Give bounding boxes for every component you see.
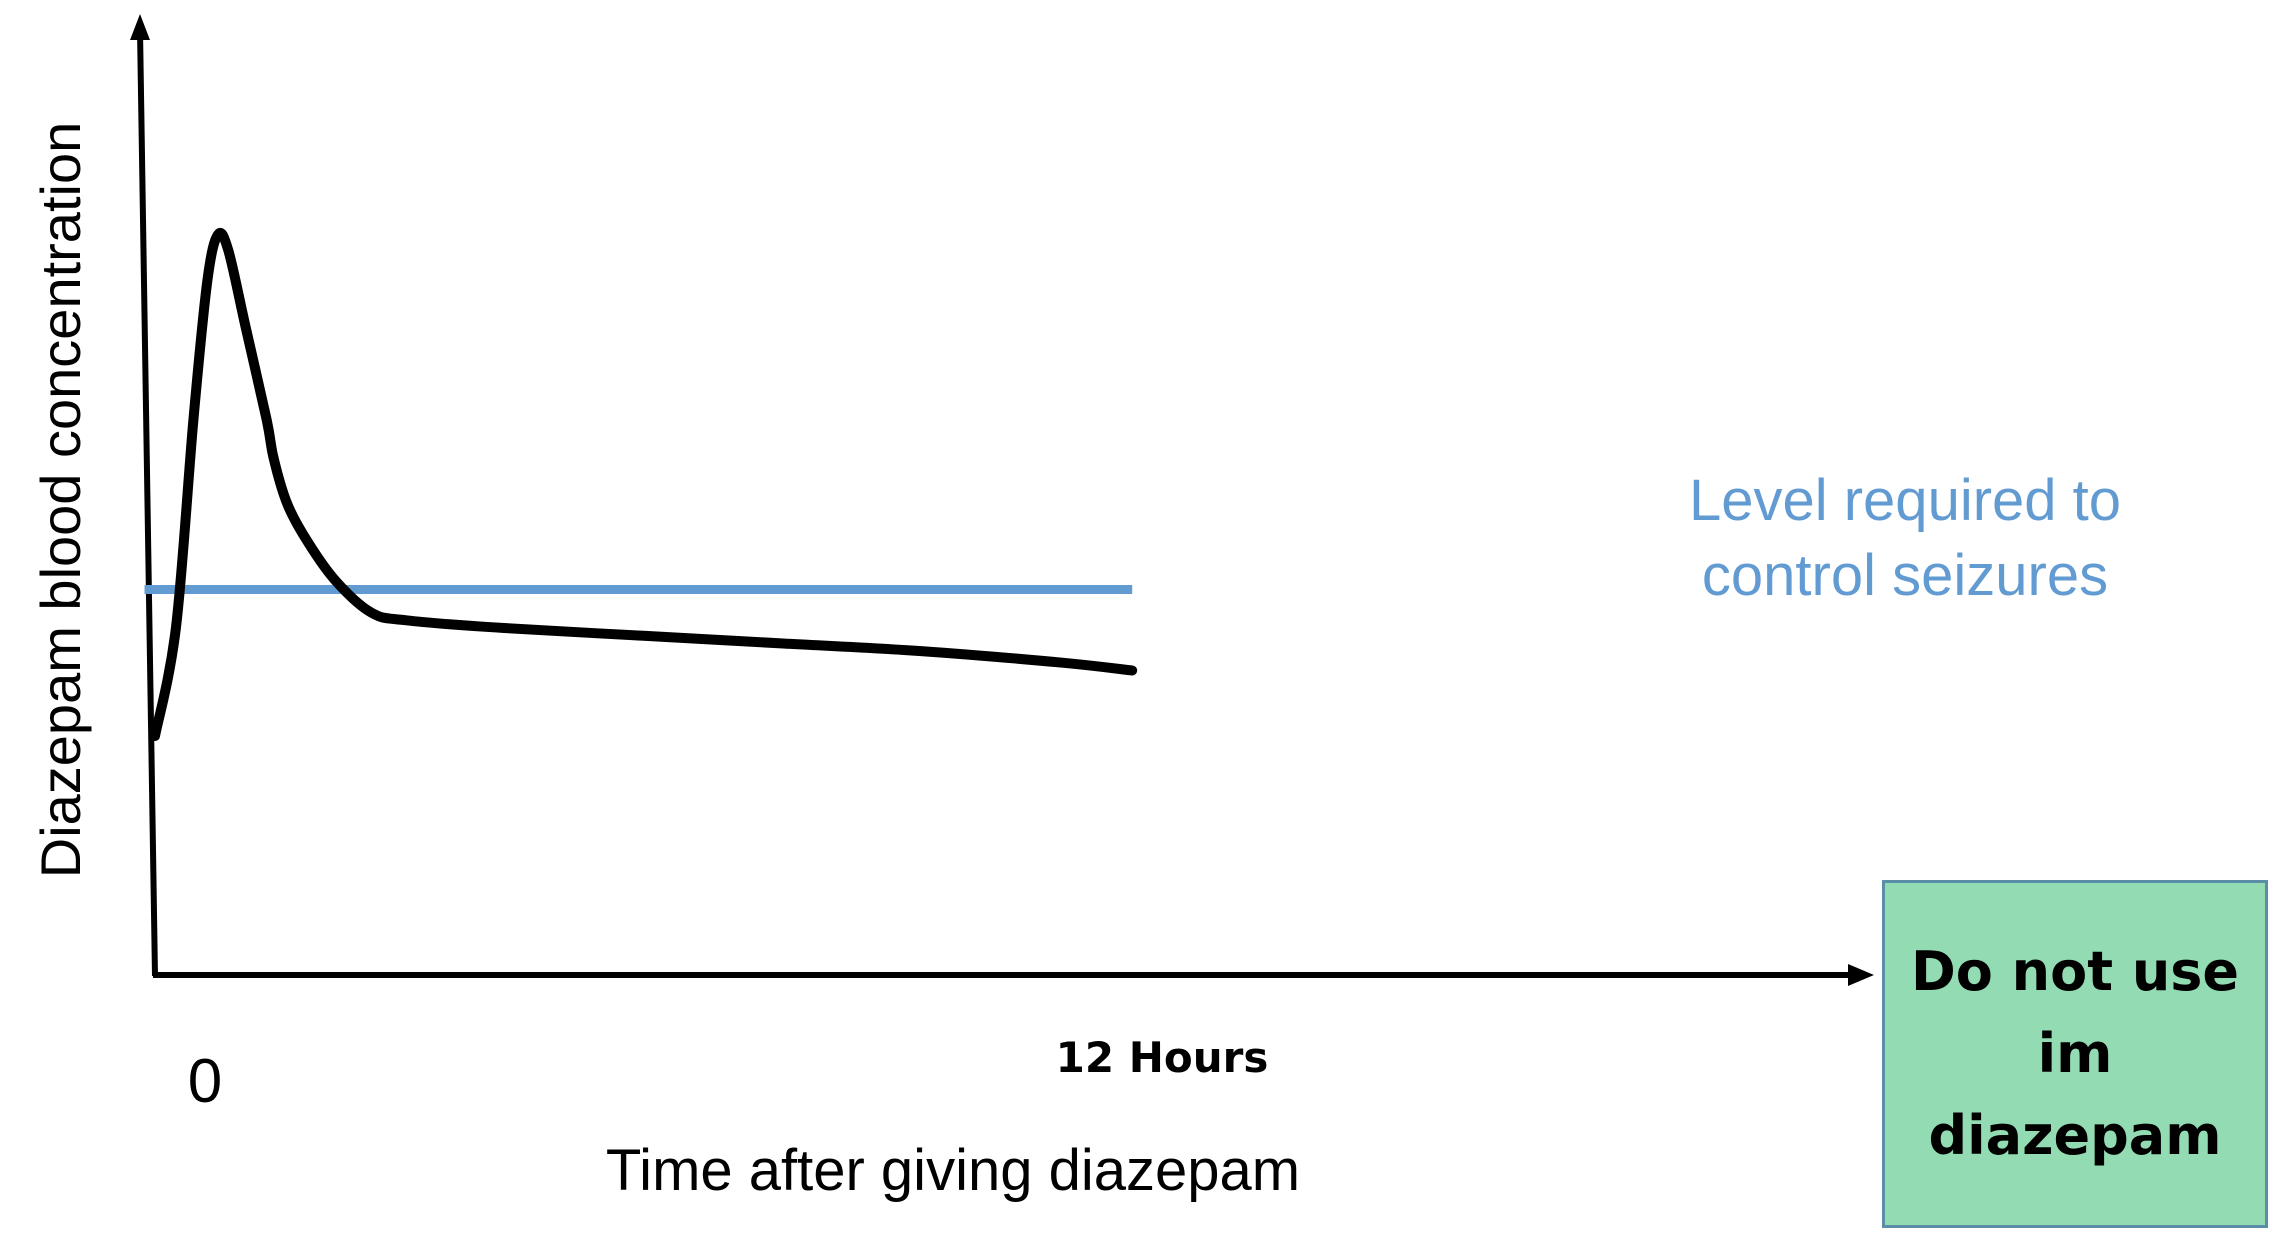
- x-tick-label-0: 0: [188, 1047, 222, 1116]
- warning-note-text: Do not use im diazepam: [1905, 931, 2245, 1177]
- warning-note-line-1: Do not use: [1910, 940, 2240, 1003]
- warning-note-box: Do not use im diazepam: [1882, 880, 2268, 1228]
- reference-line-label-line-2: control seizures: [1702, 543, 2108, 608]
- reference-line-label: Level required to control seizures: [1689, 468, 2121, 608]
- x-tick-label-12: 12 Hours: [1056, 1033, 1269, 1082]
- y-axis: [137, 29, 158, 977]
- warning-note-line-3: diazepam: [1928, 1104, 2222, 1167]
- y-axis-label: Diazepam blood concentration: [29, 122, 92, 878]
- x-axis-label: Time after giving diazepam: [606, 1138, 1300, 1203]
- y-axis-arrowhead: [130, 14, 150, 40]
- warning-note-line-2: im: [2037, 1022, 2113, 1085]
- concentration-curve: [150, 227, 1138, 741]
- reference-line-label-line-1: Level required to: [1689, 468, 2121, 533]
- x-axis-arrowhead: [1848, 964, 1874, 986]
